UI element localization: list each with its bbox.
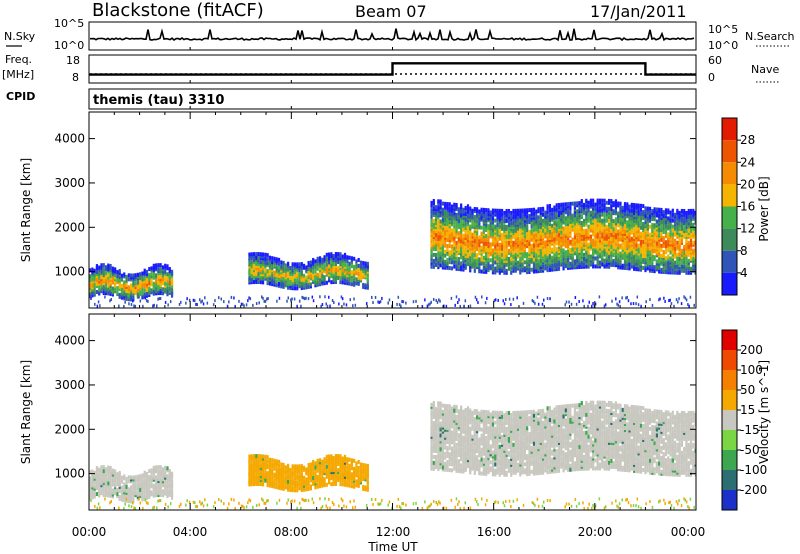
velocity-panel: 1000 2000 3000 4000 Slant Range [km] [19,313,697,511]
range-tick: 1000 [54,265,85,279]
noise-left-tick-top: 10^5 [54,17,84,30]
freq-panel: Freq. [MHz] 18 8 60 0 Nave CPID [2,53,780,103]
freq-left-tick-top: 18 [66,54,80,67]
colorbar-tick: 4 [740,266,748,280]
colorbar-tick: 200 [740,343,763,357]
cpid-label: CPID [6,90,35,103]
power-range-axis-label: Slant Range [km] [19,158,33,262]
colorbar-swatch [722,430,737,450]
colorbar-swatch [722,140,737,163]
beam-label: Beam 07 [355,2,427,21]
velocity-range-axis-label: Slant Range [km] [19,360,33,464]
freq-left-tick-bottom: 8 [72,71,79,84]
colorbar-swatch [722,330,737,350]
colorbar-swatch [722,184,737,207]
colorbar-tick: 8 [740,244,748,258]
colorbar-swatch [722,206,737,229]
colorbar-swatch [722,162,737,185]
colorbar-swatch [722,470,737,490]
range-tick: 2000 [54,422,85,436]
nave-label: Nave [751,63,779,76]
time-tick-5: 20:00 [578,525,613,539]
colorbar-tick: 24 [740,155,755,169]
range-tick: 3000 [54,176,85,190]
freq-trace [89,62,696,76]
noise-right-tick-bottom: 10^0 [708,39,738,52]
colorbar-tick: 28 [740,133,755,147]
velocity-colorbar: 200 100 50 15 -15 -50 -100 -200 [721,329,767,511]
colorbar-tick: 20 [740,177,755,191]
colorbar-tick: -15 [740,423,760,437]
colorbar-swatch [722,370,737,390]
power-colorbar: 4 8 12 16 20 24 28 [721,117,755,296]
time-tick-2: 08:00 [274,525,309,539]
colorbar-tick: -100 [740,463,767,477]
colorbar-swatch [722,228,737,251]
colorbar-swatch [722,272,737,295]
colorbar-tick: 15 [740,403,755,417]
time-tick-4: 16:00 [477,525,512,539]
colorbar-tick: 16 [740,200,755,214]
colorbar-swatch [722,118,737,141]
time-axis-label: Time UT [367,540,418,554]
time-axis: 00:00 04:00 08:00 12:00 16:00 20:00 00:0… [72,47,706,554]
noise-panel: N.Sky 10^5 10^0 10^5 10^0 N.Search [4,17,795,52]
date-label: 17/Jan/2011 [590,2,687,21]
velocity-bar-label: Velocity [m s^-1] [757,360,771,464]
noise-left-tick-bottom: 10^0 [54,39,84,52]
colorbar-swatch [722,390,737,410]
range-tick: 2000 [54,220,85,234]
nsearch-label: N.Search [745,30,795,43]
station-title: Blackstone (fitACF) [92,0,264,21]
noise-right-tick-top: 10^5 [708,23,738,36]
colorbar-swatch [722,350,737,370]
colorbar-tick: 12 [740,222,755,236]
colorbar-swatch [722,250,737,273]
colorbar-tick: 50 [740,383,755,397]
nsky-label: N.Sky [4,30,36,43]
range-tick: 4000 [54,132,85,146]
colorbar-tick: 100 [740,363,763,377]
range-tick: 1000 [54,467,85,481]
power-bar-label: Power [dB] [757,176,771,241]
cpid-value: themis (tau) 3310 [93,93,224,108]
colorbar-swatch [722,490,737,510]
range-tick: 4000 [54,334,85,348]
power-panel: 1000 2000 3000 4000 Slant Range [km] [19,111,697,309]
freq-right-tick-bottom: 0 [708,71,715,84]
colorbar-tick: -50 [740,443,760,457]
time-tick-0: 00:00 [72,525,107,539]
range-tick: 3000 [54,378,85,392]
colorbar-tick: -200 [740,483,767,497]
colorbar-swatch [722,450,737,470]
time-tick-6: 00:00 [671,525,706,539]
freq-label: Freq. [5,53,32,66]
freq-right-tick-top: 60 [708,54,722,67]
time-tick-1: 04:00 [173,525,208,539]
time-tick-3: 12:00 [376,525,411,539]
freq-unit-label: [MHz] [2,68,34,81]
colorbar-swatch [722,410,737,430]
noise-trace [90,28,695,42]
